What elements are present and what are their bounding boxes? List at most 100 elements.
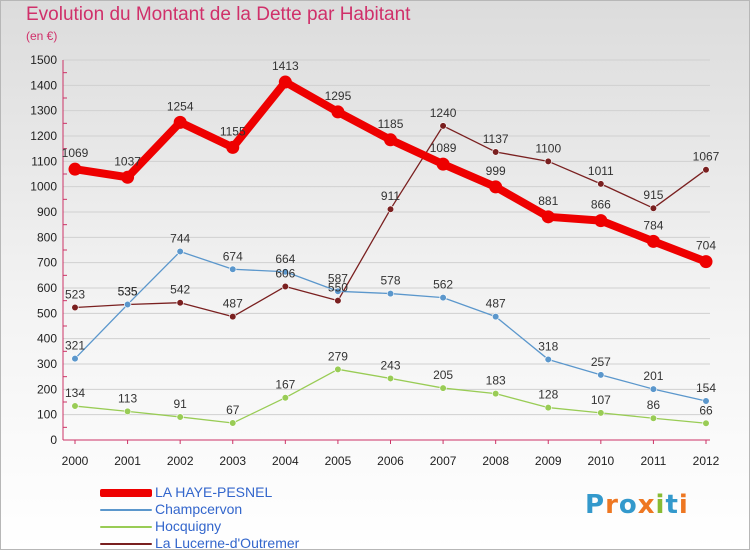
- data-point: [331, 105, 345, 119]
- data-label: 1254: [167, 99, 194, 113]
- legend-label: Hocquigny: [155, 518, 222, 534]
- y-tick-label: 1400: [30, 78, 57, 92]
- data-point: [334, 287, 342, 295]
- legend-swatch: [100, 509, 152, 511]
- logo-letter: P: [585, 490, 606, 520]
- x-tick-label: 2002: [167, 454, 194, 468]
- y-tick-label: 100: [37, 408, 57, 422]
- data-label: 201: [643, 369, 663, 383]
- data-point: [386, 205, 395, 213]
- data-point: [281, 268, 289, 276]
- data-point: [226, 140, 240, 154]
- data-label: 911: [381, 189, 400, 203]
- data-point: [176, 247, 184, 256]
- y-tick-label: 0: [50, 433, 57, 447]
- logo-letter: x: [637, 490, 656, 520]
- x-tick-label: 2000: [62, 454, 89, 468]
- data-label: 318: [538, 339, 558, 353]
- data-label: 523: [65, 288, 85, 302]
- y-tick-label: 300: [37, 357, 57, 371]
- data-point: [176, 413, 184, 421]
- data-point: [386, 289, 395, 298]
- data-point: [702, 419, 710, 427]
- data-label: 550: [328, 281, 348, 295]
- data-point: [68, 162, 82, 176]
- data-point: [281, 394, 289, 402]
- data-label: 542: [170, 283, 190, 297]
- data-point: [176, 299, 184, 307]
- y-tick-label: 900: [37, 205, 57, 219]
- data-point: [646, 234, 660, 248]
- data-label: 66: [699, 403, 713, 417]
- legend-label: LA HAYE-PESNEL: [155, 484, 273, 500]
- data-label: 1069: [62, 146, 89, 160]
- x-axis-ticks: 2000 2001 2002 2003 2004 2005 2006 2007 2008 2009…: [62, 440, 720, 468]
- y-tick-label: 1300: [30, 104, 57, 118]
- data-point: [649, 414, 658, 422]
- data-point: [71, 355, 79, 363]
- x-tick-label: 2007: [430, 454, 457, 468]
- line-chart: 0 100 200 300 400 500 600 700 800 900 1000 1100 1200…: [30, 53, 720, 468]
- data-label: 866: [591, 198, 611, 212]
- data-point: [123, 407, 132, 415]
- data-point: [278, 75, 292, 89]
- data-label: 321: [65, 339, 85, 353]
- data-point: [597, 180, 605, 188]
- legend-label: Champcervon: [155, 501, 243, 517]
- data-label: 487: [486, 297, 506, 311]
- data-point: [489, 180, 503, 194]
- data-point: [281, 282, 289, 291]
- x-tick-label: 2004: [272, 454, 299, 468]
- data-point: [594, 214, 608, 228]
- data-point: [492, 390, 500, 398]
- data-labels: 523 535 5424876065509111240113711001011915…: [62, 59, 720, 417]
- data-label: 128: [538, 388, 558, 402]
- x-tick-label: 2008: [482, 454, 509, 468]
- x-tick-label: 2003: [219, 454, 246, 468]
- data-label: 1011: [588, 164, 614, 178]
- data-label: 279: [328, 349, 348, 363]
- y-tick-label: 800: [37, 230, 57, 244]
- legend-swatch: [100, 526, 152, 528]
- data-label: 674: [223, 249, 243, 263]
- x-tick-label: 2012: [693, 454, 720, 468]
- data-point: [384, 133, 397, 147]
- y-tick-label: 1000: [30, 180, 57, 194]
- y-tick-label: 1100: [31, 154, 57, 168]
- data-label: 86: [647, 398, 661, 412]
- data-point: [544, 403, 552, 412]
- data-label: 881: [538, 194, 558, 208]
- data-point: [71, 303, 79, 312]
- data-point: [439, 122, 447, 130]
- data-point: [492, 148, 500, 156]
- data-point: [597, 409, 605, 417]
- data-label: 91: [173, 397, 187, 411]
- series-lines: [68, 75, 713, 427]
- data-label: 704: [696, 239, 716, 253]
- y-tick-label: 400: [37, 332, 57, 346]
- legend-label: La Lucerne-d'Outremer: [155, 535, 300, 551]
- x-tick-label: 2010: [587, 454, 614, 468]
- x-tick-label: 2005: [325, 454, 352, 468]
- y-tick-label: 700: [37, 256, 57, 270]
- data-point: [71, 402, 79, 410]
- data-label: 999: [486, 164, 506, 178]
- data-point: [541, 210, 555, 224]
- x-tick-label: 2009: [535, 454, 562, 468]
- data-point: [334, 365, 342, 373]
- proxiti-logo: Proxiti: [585, 490, 689, 520]
- data-label: 664: [275, 252, 295, 266]
- data-label: 1295: [325, 89, 352, 103]
- data-label: 1067: [693, 150, 720, 164]
- data-label: 1413: [272, 59, 299, 73]
- data-label: 183: [486, 374, 506, 388]
- data-label: 1037: [114, 154, 141, 168]
- data-point: [597, 371, 605, 379]
- y-tick-label: 600: [37, 281, 57, 295]
- data-label: 1185: [378, 117, 404, 131]
- x-tick-label: 2006: [377, 454, 404, 468]
- data-point: [386, 374, 395, 383]
- x-tick-label: 2011: [641, 454, 667, 468]
- data-label: 587: [328, 271, 348, 285]
